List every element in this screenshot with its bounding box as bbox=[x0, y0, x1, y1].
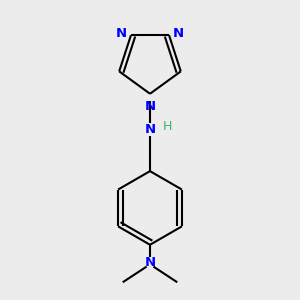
Text: N: N bbox=[144, 100, 156, 113]
Text: N: N bbox=[144, 256, 156, 269]
Text: N: N bbox=[144, 123, 156, 136]
Text: N: N bbox=[173, 27, 184, 40]
Text: N: N bbox=[116, 27, 127, 40]
Text: H: H bbox=[163, 120, 172, 133]
